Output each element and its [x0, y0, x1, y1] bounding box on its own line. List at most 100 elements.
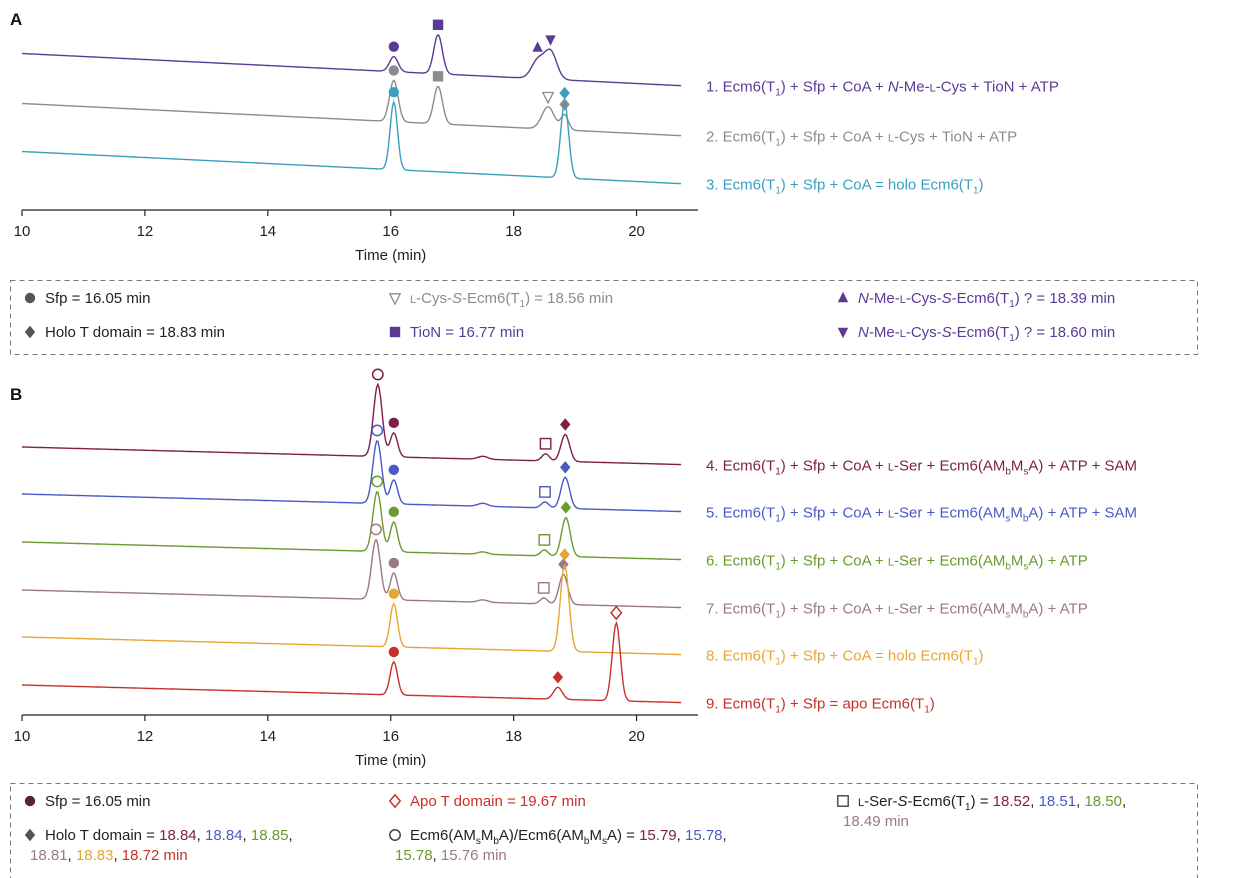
trace-line	[21, 34, 682, 87]
legend-label: 15.78, 15.76 min	[395, 847, 507, 864]
legend-entry: N-Me-L-Cys-S-Ecm6(T1) ? = 18.60 min	[837, 324, 1115, 344]
legend-filled-triangle-up-icon	[837, 291, 849, 303]
trace-line	[22, 620, 682, 704]
x-tick-label: 12	[137, 728, 154, 745]
legend-entry: Sfp = 16.05 min	[24, 793, 150, 810]
peak-marker-filled-square-icon	[432, 19, 444, 31]
legend-entry: L-Cys-S-Ecm6(T1) = 18.56 min	[388, 290, 613, 310]
legend-label: Holo T domain = 18.83 min	[45, 324, 225, 341]
trace-line	[21, 79, 682, 137]
peak-marker-filled-circle-icon	[388, 646, 399, 658]
peak-marker-open-circle-icon	[370, 523, 382, 536]
trace-label: 7. Ecm6(T1) + Sfp + CoA + L-Ser + Ecm6(A…	[706, 601, 1088, 621]
peak-marker-open-square-icon	[539, 437, 552, 450]
legend-filled-diamond-icon	[24, 325, 36, 339]
x-tick-label: 14	[259, 728, 276, 745]
peak-marker-filled-diamond-icon	[559, 548, 570, 561]
legend-label: Apo T domain = 19.67 min	[410, 793, 586, 810]
peak-marker-filled-diamond-icon	[559, 86, 570, 100]
legend-label: Ecm6(AMsMbA)/Ecm6(AMbMsA) = 15.79, 15.78…	[410, 827, 727, 847]
trace-label: 3. Ecm6(T1) + Sfp + CoA = holo Ecm6(T1)	[706, 177, 984, 197]
legend-label: L-Ser-S-Ecm6(T1) = 18.52, 18.51, 18.50,	[858, 793, 1126, 813]
peak-marker-filled-diamond-icon	[552, 671, 564, 684]
x-tick-label: 20	[628, 728, 645, 745]
peak-marker-filled-diamond-icon	[560, 418, 571, 431]
panel-a: A 1. Ecm6(T1) + Sfp + CoA + N-Me-L-Cys + …	[10, 10, 1198, 355]
legend-filled-circle-icon	[24, 795, 36, 807]
legend-label: Sfp = 16.05 min	[45, 290, 150, 307]
peak-marker-open-square-icon	[539, 486, 551, 498]
x-tick-label: 14	[259, 223, 276, 240]
legend-entry: Holo T domain = 18.84, 18.84, 18.85, 18.8…	[24, 827, 293, 864]
trace-1: 4. Ecm6(T1) + Sfp + CoA + L-Ser + Ecm6(A…	[22, 368, 1137, 478]
trace-line	[22, 440, 682, 513]
legend-entry: Holo T domain = 18.83 min	[24, 324, 225, 341]
peak-marker-open-diamond-icon	[610, 605, 623, 621]
legend-label: N-Me-L-Cys-S-Ecm6(T1) ? = 18.39 min	[858, 290, 1115, 310]
peak-marker-open-circle-icon	[371, 424, 384, 437]
legend-label: Sfp = 16.05 min	[45, 793, 150, 810]
legend-label: Holo T domain = 18.84, 18.84, 18.85,	[45, 827, 293, 844]
legend-open-diamond-icon	[388, 793, 402, 809]
trace-label: 5. Ecm6(T1) + Sfp + CoA + L-Ser + Ecm6(A…	[706, 505, 1137, 525]
trace-label: 2. Ecm6(T1) + Sfp + CoA + L-Cys + TioN +…	[706, 129, 1017, 149]
legend-label: 18.49 min	[843, 813, 909, 830]
legend-open-circle-icon	[389, 829, 401, 841]
trace-2: 5. Ecm6(T1) + Sfp + CoA + L-Ser + Ecm6(A…	[22, 424, 1137, 525]
trace-label: 9. Ecm6(T1) + Sfp = apo Ecm6(T1)	[706, 696, 935, 716]
x-tick-label: 16	[382, 728, 399, 745]
legend-entry: L-Ser-S-Ecm6(T1) = 18.52, 18.51, 18.50,1…	[837, 793, 1126, 830]
legend-filled-circle-icon	[24, 292, 36, 304]
peak-marker-open-square-icon	[537, 581, 550, 594]
legend-filled-diamond-icon	[24, 828, 36, 842]
x-tick-label: 16	[382, 223, 399, 240]
x-axis: 10 12 14 16 18 20 Time (min)	[14, 714, 698, 769]
peak-marker-open-circle-icon	[371, 475, 384, 488]
x-axis-title: Time (min)	[355, 247, 426, 264]
legend-box: Sfp = 16.05 min Holo T domain = 18.83 min…	[10, 280, 1198, 355]
legend-filled-triangle-down-icon	[837, 327, 849, 339]
peak-marker-filled-triangle-down-icon	[545, 35, 556, 46]
x-tick-label: 10	[14, 223, 31, 240]
legend-entry: TioN = 16.77 min	[389, 324, 524, 341]
trace-line	[22, 539, 682, 609]
trace-6: 9. Ecm6(T1) + Sfp = apo Ecm6(T1)	[22, 605, 935, 716]
trace-line	[21, 99, 682, 185]
legend-label: N-Me-L-Cys-S-Ecm6(T1) ? = 18.60 min	[858, 324, 1115, 344]
peak-marker-filled-circle-icon	[388, 557, 399, 569]
legend-entry: Apo T domain = 19.67 min	[388, 793, 586, 810]
x-tick-label: 18	[505, 223, 522, 240]
legend-label: L-Cys-S-Ecm6(T1) = 18.56 min	[410, 290, 613, 310]
x-tick-label: 10	[14, 728, 31, 745]
peak-marker-filled-triangle-up-icon	[532, 41, 543, 52]
trace-5: 8. Ecm6(T1) + Sfp + CoA = holo Ecm6(T1)	[22, 548, 984, 668]
panel-b: B 4. Ecm6(T1) + Sfp + CoA + L-Ser + Ecm6(…	[10, 368, 1198, 878]
peak-marker-filled-circle-icon	[388, 86, 399, 98]
trace-3: 3. Ecm6(T1) + Sfp + CoA = holo Ecm6(T1)	[21, 86, 984, 197]
trace-label: 4. Ecm6(T1) + Sfp + CoA + L-Ser + Ecm6(A…	[706, 458, 1137, 478]
peak-marker-filled-circle-icon	[388, 65, 399, 76]
legend-open-square-icon	[837, 795, 849, 807]
x-tick-label: 20	[628, 223, 645, 240]
peak-marker-filled-diamond-icon	[560, 501, 572, 514]
peak-marker-open-square-icon	[538, 534, 551, 546]
trace-line	[22, 382, 682, 466]
legend-filled-square-icon	[389, 326, 401, 338]
trace-line	[22, 491, 682, 561]
peak-marker-filled-circle-icon	[388, 464, 399, 476]
trace-label: 6. Ecm6(T1) + Sfp + CoA + L-Ser + Ecm6(A…	[706, 553, 1088, 573]
legend-label: TioN = 16.77 min	[410, 324, 524, 341]
panel-letter: B	[10, 385, 22, 404]
legend-entry: Sfp = 16.05 min	[24, 290, 150, 307]
legend-entry: N-Me-L-Cys-S-Ecm6(T1) ? = 18.39 min	[837, 290, 1115, 310]
trace-4: 7. Ecm6(T1) + Sfp + CoA + L-Ser + Ecm6(A…	[22, 523, 1088, 621]
x-tick-label: 12	[137, 223, 154, 240]
peak-marker-filled-circle-icon	[388, 417, 399, 429]
trace-label: 1. Ecm6(T1) + Sfp + CoA + N-Me-L-Cys + T…	[706, 79, 1059, 99]
trace-3: 6. Ecm6(T1) + Sfp + CoA + L-Ser + Ecm6(A…	[22, 475, 1088, 573]
trace-line	[22, 563, 682, 656]
peak-marker-filled-square-icon	[432, 71, 444, 82]
panel-letter: A	[10, 10, 22, 29]
peak-marker-filled-circle-icon	[388, 588, 399, 599]
x-axis-title: Time (min)	[355, 752, 426, 769]
